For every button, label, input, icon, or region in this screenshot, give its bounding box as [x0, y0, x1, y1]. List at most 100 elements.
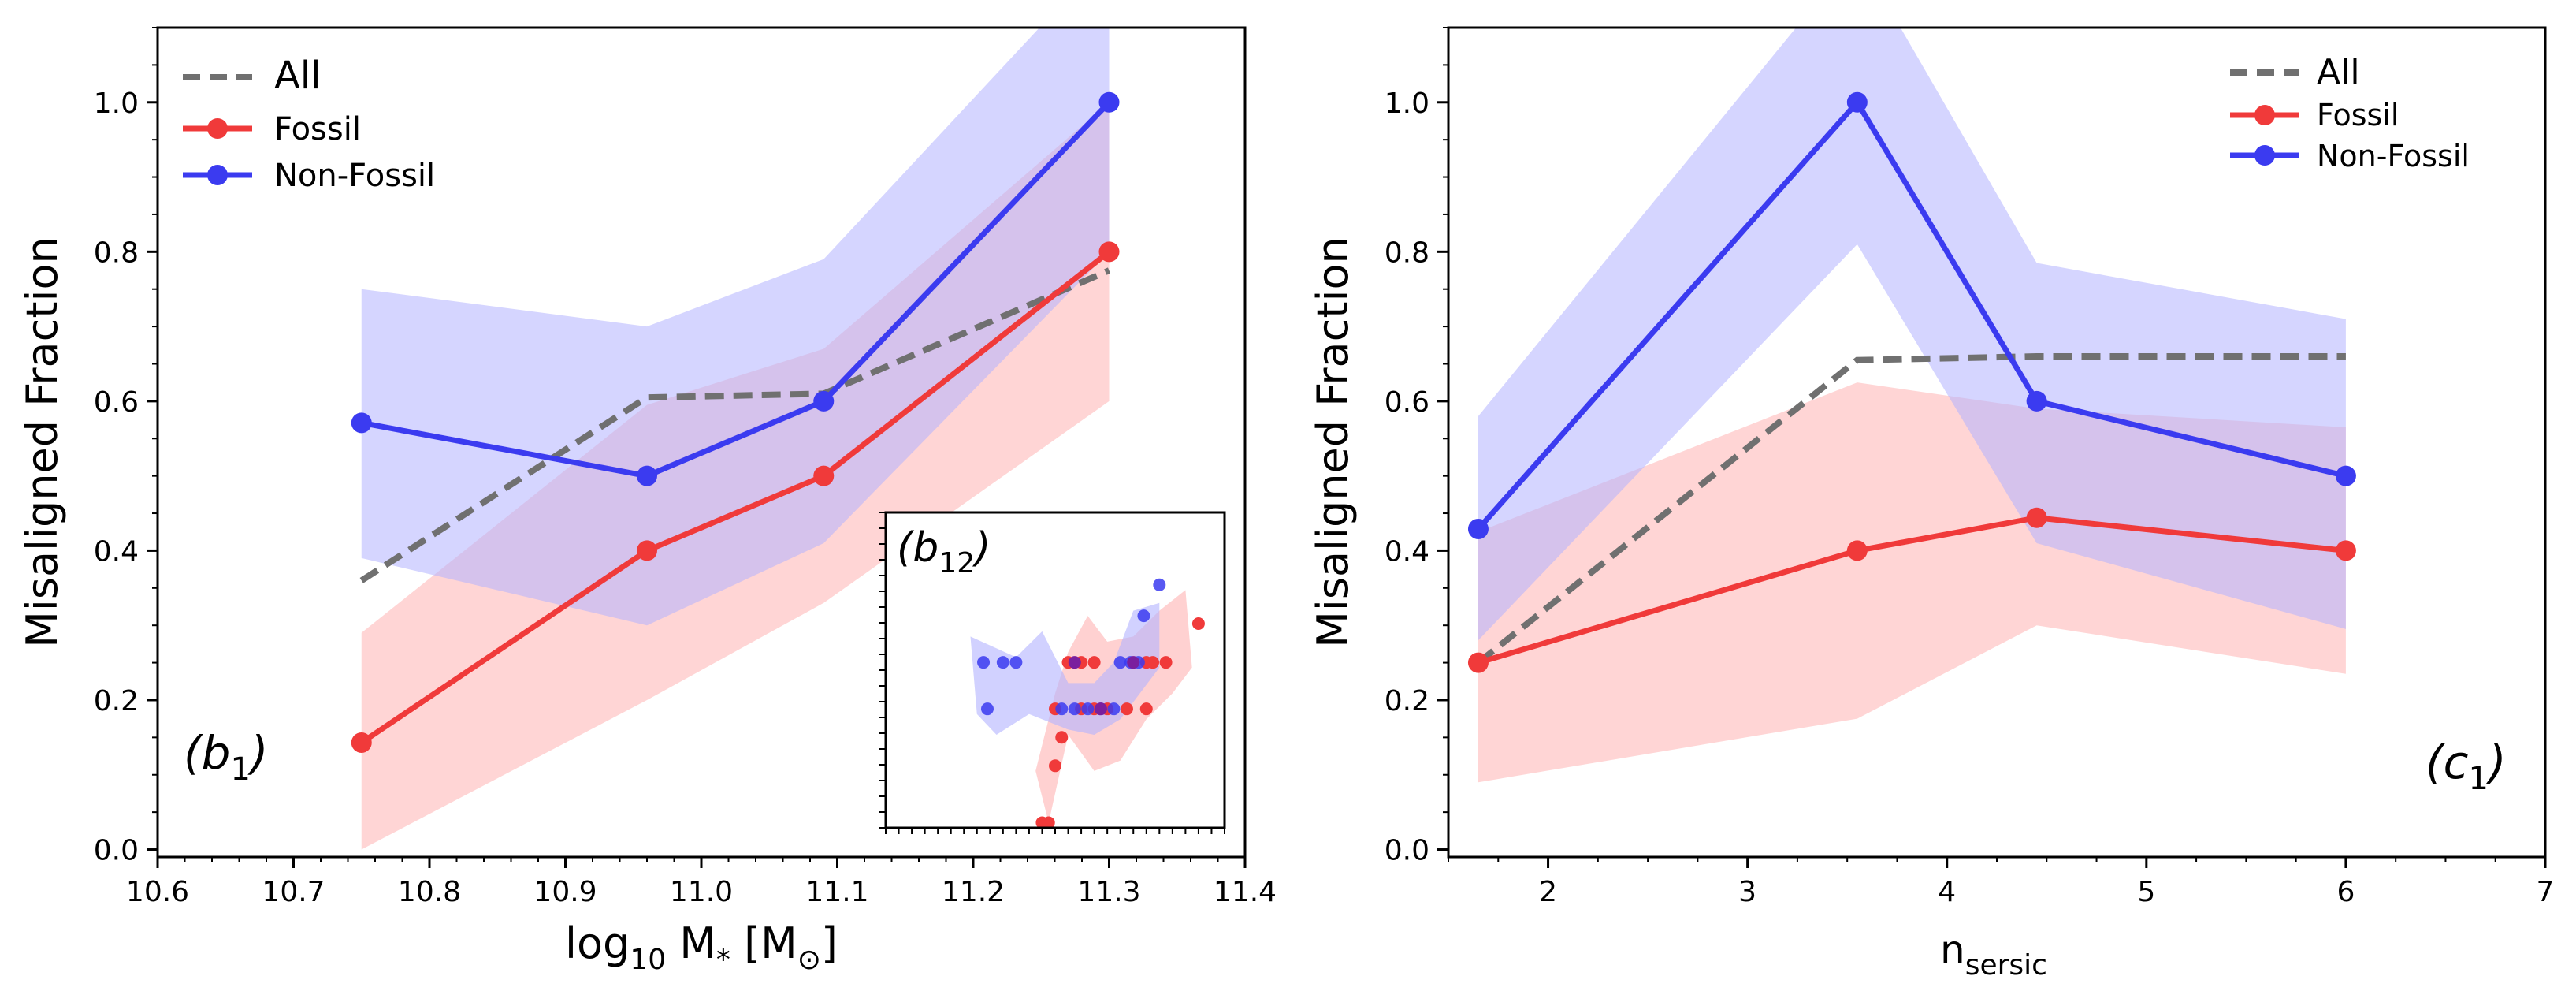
inset-point-nonfossil	[981, 702, 994, 716]
point-fossil	[351, 732, 372, 753]
inset-point-nonfossil	[1137, 609, 1150, 623]
x-tick-label: 3	[1738, 876, 1756, 908]
inset-ticks	[879, 512, 1225, 834]
point-non-fossil	[1098, 91, 1120, 113]
panel-b1: 0.0 0.2 0.4 0.6 0.8 1.0 10.6 10.7 10.8 10.9 11.0 1…	[17, 26, 1277, 976]
legend-fossil-marker	[2254, 105, 2275, 125]
y-tick-label: 0.0	[94, 835, 139, 867]
point-non-fossil	[2026, 390, 2047, 412]
x-tick-label: 2	[1539, 876, 1557, 908]
x-tick-label: 11.2	[942, 876, 1005, 908]
legend-nonfossil-marker	[2254, 145, 2275, 166]
legend: All Fossil Non-Fossil	[2230, 52, 2470, 173]
y-tick-label: 0.6	[94, 386, 139, 419]
inset-point-fossil	[1139, 702, 1153, 716]
series-markers	[1467, 91, 2356, 673]
line-all	[359, 267, 1111, 583]
legend-fossil-label: Fossil	[274, 111, 361, 147]
x-tick-label: 6	[2336, 876, 2355, 908]
x-tick-label: 5	[2137, 876, 2155, 908]
line-all	[1476, 353, 2346, 665]
y-ticks: 0.0 0.2 0.4 0.6 0.8 1.0	[94, 27, 158, 867]
point-non-fossil	[2335, 465, 2356, 486]
point-fossil	[2026, 507, 2047, 528]
inset-point-overlap	[1094, 702, 1107, 716]
point-non-fossil	[351, 412, 372, 434]
inset-point-fossil	[1147, 656, 1160, 669]
point-non-fossil	[637, 465, 657, 486]
inset-point-fossil	[1120, 702, 1133, 716]
inset-point-fossil	[1055, 731, 1069, 744]
point-fossil	[1467, 652, 1489, 673]
x-axis-title: log10 M* [M⊙]	[565, 918, 838, 976]
x-tick-label: 10.7	[262, 876, 325, 908]
line-non-fossil	[1476, 97, 2347, 531]
inset-point-fossil	[1191, 617, 1205, 630]
legend-all-label: All	[2317, 52, 2360, 92]
y-tick-label: 0.8	[1385, 237, 1429, 269]
line-fossil	[359, 249, 1111, 745]
legend-nonfossil-label: Non-Fossil	[274, 158, 435, 194]
y-tick-label: 0.0	[1385, 835, 1429, 867]
band-non-fossil	[361, 28, 1110, 626]
panel-label: (c1)	[2425, 736, 2507, 797]
inset-point-nonfossil	[1068, 702, 1081, 716]
point-fossil	[1098, 241, 1120, 263]
inset-point-nonfossil	[1153, 578, 1166, 591]
y-tick-label: 0.2	[94, 685, 139, 717]
series-lines	[1476, 97, 2347, 665]
series-lines	[359, 100, 1112, 745]
y-axis-title: Misaligned Fraction	[17, 237, 67, 648]
inset-point-nonfossil	[996, 656, 1009, 669]
inset-point-nonfossil	[1055, 702, 1069, 716]
legend-nonfossil-label: Non-Fossil	[2317, 139, 2470, 173]
y-tick-label: 0.2	[1385, 685, 1429, 717]
inset-point-fossil	[1087, 656, 1101, 669]
inset-point-fossil	[1049, 759, 1061, 773]
x-tick-label: 10.8	[398, 876, 461, 908]
y-ticks: 0.0 0.2 0.4 0.6 0.8 1.0	[1385, 27, 1448, 867]
x-tick-label: 4	[1938, 876, 1956, 908]
x-tick-label: 11.1	[805, 876, 868, 908]
x-tick-label: 11.0	[670, 876, 733, 908]
y-tick-label: 1.0	[1385, 88, 1429, 120]
y-tick-label: 0.4	[94, 535, 139, 568]
point-non-fossil	[1467, 518, 1489, 539]
inset-band-nonfossil	[970, 602, 1160, 735]
point-fossil	[2335, 540, 2356, 561]
x-ticks: 2 3 4 5 6 7	[1448, 857, 2554, 908]
y-tick-label: 0.6	[1385, 386, 1429, 419]
inset-point-nonfossil	[1081, 702, 1095, 716]
line-fossil	[1477, 515, 2347, 665]
y-axis-title: Misaligned Fraction	[1308, 237, 1358, 648]
x-tick-label: 10.9	[533, 876, 597, 908]
x-tick-label: 7	[2537, 876, 2555, 908]
legend-nonfossil-marker	[207, 165, 228, 185]
point-non-fossil	[813, 390, 835, 412]
y-tick-label: 1.0	[94, 88, 139, 120]
legend-all-label: All	[274, 54, 322, 98]
line-non-fossil	[361, 100, 1112, 479]
inset-point-nonfossil	[1107, 702, 1121, 716]
x-tick-label: 10.6	[126, 876, 189, 908]
x-ticks: 10.6 10.7 10.8 10.9 11.0 11.1 11.2 11.3 11.4	[126, 857, 1277, 908]
point-fossil	[813, 465, 835, 486]
y-tick-label: 0.8	[94, 237, 139, 269]
series-markers	[351, 91, 1120, 753]
y-tick-label: 0.4	[1385, 535, 1429, 568]
x-axis-title: nsersic	[1940, 927, 2047, 982]
legend-fossil-label: Fossil	[2317, 98, 2399, 132]
point-fossil	[1846, 540, 1868, 561]
x-tick-label: 11.4	[1214, 876, 1277, 908]
point-non-fossil	[1846, 91, 1868, 113]
inset-point-nonfossil	[1009, 656, 1023, 669]
confidence-bands	[361, 28, 1110, 850]
inset-point-overlap	[1127, 656, 1140, 669]
panel-c1: 0.0 0.2 0.4 0.6 0.8 1.0 2 3 4 5 6 7 All Fossil Non…	[1308, 26, 2554, 982]
legend: All Fossil Non-Fossil	[183, 54, 435, 194]
inset-point-fossil	[1042, 816, 1055, 828]
point-fossil	[637, 540, 657, 561]
legend-fossil-marker	[207, 118, 228, 139]
inset-point-overlap	[1068, 656, 1081, 669]
